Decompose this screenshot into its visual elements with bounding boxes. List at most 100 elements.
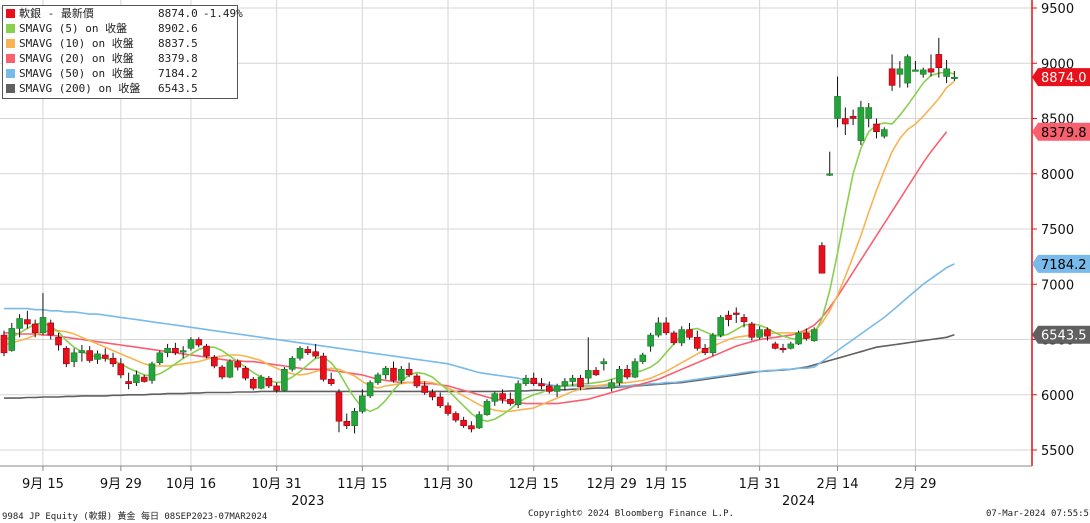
candle bbox=[195, 337, 203, 348]
candle-body bbox=[366, 382, 374, 397]
candle bbox=[693, 330, 701, 351]
legend-swatch bbox=[6, 24, 15, 33]
candle-body bbox=[904, 56, 911, 84]
candle bbox=[499, 389, 506, 404]
candle bbox=[172, 342, 179, 355]
candle bbox=[709, 332, 717, 357]
candle bbox=[880, 127, 888, 139]
candle-body bbox=[133, 374, 140, 383]
y-tick-label: 7500 bbox=[1041, 223, 1074, 238]
legend-label: 軟銀 - 最新價 bbox=[19, 7, 94, 20]
candle-body bbox=[358, 395, 366, 412]
candle-body bbox=[491, 393, 499, 402]
axis-value-label: 8379.8 bbox=[1032, 122, 1090, 141]
candle bbox=[156, 350, 164, 365]
candle-body bbox=[405, 368, 413, 376]
candle-body bbox=[616, 368, 623, 383]
candle bbox=[662, 317, 670, 336]
candle bbox=[522, 374, 530, 386]
candle-body bbox=[561, 381, 569, 387]
x-tick-label: 1月 31 bbox=[739, 477, 781, 492]
candle-body bbox=[218, 366, 226, 378]
candle bbox=[795, 330, 802, 346]
candle-body bbox=[514, 383, 522, 406]
candle bbox=[834, 76, 841, 128]
legend-label: SMAVG (50) on 收盤 bbox=[19, 67, 134, 80]
legend-value: 7184.2 bbox=[158, 67, 198, 80]
legend-label: SMAVG (5) on 收盤 bbox=[19, 22, 128, 35]
chart-legend: 軟銀 - 最新價 8874.0 -1.49% SMAVG (5) on 收盤 8… bbox=[2, 5, 243, 99]
candle bbox=[436, 392, 444, 409]
candle bbox=[670, 330, 678, 346]
candle bbox=[47, 319, 55, 340]
candle-body bbox=[943, 68, 950, 77]
candle-body bbox=[211, 356, 218, 367]
candle bbox=[841, 107, 849, 136]
x-tick-label: 11月 30 bbox=[423, 477, 473, 492]
candle-body bbox=[865, 107, 873, 119]
candle bbox=[857, 100, 865, 146]
footer-copyright: Copyright© 2024 Bloomberg Finance L.P. bbox=[528, 509, 734, 519]
candle bbox=[639, 352, 647, 364]
footer-left: 9984 JP Equity (軟銀) 黃金 每日 08SEP2023-07MA… bbox=[2, 512, 268, 522]
candle bbox=[740, 314, 748, 328]
candle-body bbox=[530, 377, 538, 385]
candle bbox=[779, 343, 787, 353]
candle-body bbox=[522, 377, 530, 385]
candle-body bbox=[483, 401, 491, 415]
candle bbox=[764, 327, 771, 341]
legend-swatch bbox=[6, 54, 15, 63]
candle-body bbox=[701, 347, 709, 353]
axis-value-box bbox=[1032, 254, 1090, 273]
candle-body bbox=[429, 392, 436, 398]
candle bbox=[265, 375, 273, 389]
candle bbox=[94, 350, 101, 364]
candle bbox=[250, 377, 257, 391]
candle bbox=[31, 319, 39, 338]
legend-swatch bbox=[6, 69, 15, 78]
candle-body bbox=[849, 116, 857, 119]
candle-body bbox=[335, 392, 343, 422]
candle-body bbox=[584, 370, 592, 379]
candle bbox=[904, 54, 911, 88]
x-tick-label: 9月 29 bbox=[100, 477, 142, 492]
candle bbox=[553, 383, 561, 397]
candle bbox=[545, 381, 553, 394]
candle bbox=[818, 242, 826, 274]
candle-body bbox=[740, 317, 748, 323]
candle bbox=[600, 358, 608, 371]
candle bbox=[701, 343, 709, 355]
candle-body bbox=[265, 377, 273, 387]
candle-body bbox=[397, 368, 405, 381]
candle-body bbox=[273, 385, 280, 391]
candle-body bbox=[296, 347, 304, 359]
candle bbox=[281, 367, 288, 392]
legend-change: -1.49% bbox=[203, 7, 243, 20]
candle bbox=[257, 374, 265, 390]
legend-swatch bbox=[6, 39, 15, 48]
x-tick-label: 10月 16 bbox=[166, 477, 216, 492]
candle-body bbox=[545, 385, 553, 392]
candle-body bbox=[0, 334, 8, 354]
candle bbox=[312, 343, 319, 359]
candle-body bbox=[304, 349, 312, 353]
candle bbox=[756, 326, 763, 340]
candle-body bbox=[608, 382, 615, 389]
candle bbox=[507, 392, 514, 406]
candle-body bbox=[771, 343, 779, 349]
candle bbox=[343, 413, 351, 430]
legend-swatch bbox=[6, 84, 15, 93]
candle bbox=[771, 341, 779, 350]
candle-body bbox=[834, 96, 841, 119]
y-tick-label: 9500 bbox=[1041, 2, 1074, 17]
x-tick-label: 9月 15 bbox=[22, 477, 64, 492]
candle-body bbox=[779, 347, 787, 351]
candle bbox=[616, 366, 623, 386]
legend-label: SMAVG (20) on 收盤 bbox=[19, 52, 134, 65]
candle bbox=[460, 416, 467, 428]
candle-body bbox=[421, 385, 429, 393]
candle-body bbox=[460, 419, 467, 427]
series-line bbox=[3, 80, 955, 413]
candle bbox=[234, 359, 241, 371]
candle bbox=[678, 326, 686, 347]
